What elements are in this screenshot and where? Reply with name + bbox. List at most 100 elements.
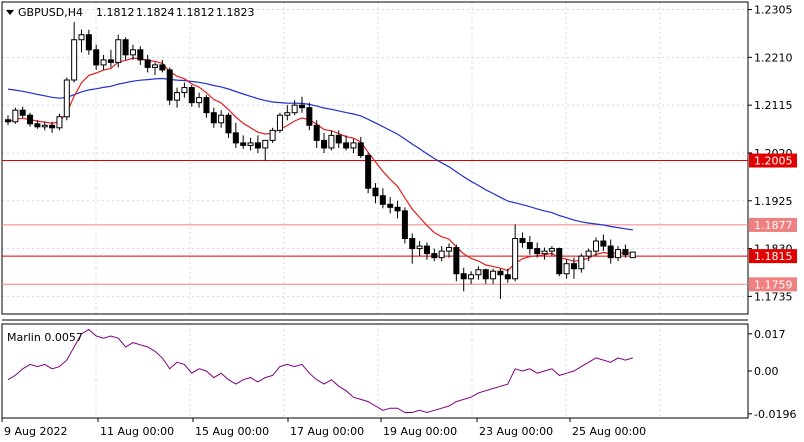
candle-body bbox=[578, 255, 585, 270]
level-lines bbox=[2, 160, 748, 285]
candle-body bbox=[357, 142, 364, 156]
candle-body bbox=[519, 238, 526, 244]
candle-body bbox=[541, 250, 548, 255]
candle-body bbox=[262, 139, 269, 149]
price-tick-label: 1.2115 bbox=[754, 99, 793, 112]
candle-body bbox=[438, 250, 445, 259]
candle-body bbox=[629, 251, 636, 259]
candle-body bbox=[593, 240, 599, 252]
candle-body bbox=[468, 274, 475, 280]
fast-ma-line bbox=[7, 57, 633, 272]
time-tick-label: 9 Aug 2022 bbox=[4, 425, 67, 438]
candle-body bbox=[269, 129, 276, 141]
candle-body bbox=[5, 119, 11, 123]
time-axis: 9 Aug 2022 11 Aug 00:00 15 Aug 00:00 17 Aug… bbox=[1, 418, 646, 438]
level-tag-label: 1.1815 bbox=[754, 250, 793, 263]
candle-body bbox=[232, 132, 239, 144]
candle-body bbox=[497, 270, 504, 276]
main-pane-frame bbox=[1, 1, 749, 315]
candle-body bbox=[328, 134, 335, 149]
candle-body bbox=[526, 242, 533, 250]
time-tick-label: 15 Aug 00:00 bbox=[195, 425, 269, 438]
header-low: 1.1812 bbox=[176, 6, 215, 19]
candle-body bbox=[490, 270, 497, 280]
candle-body bbox=[416, 245, 423, 250]
indicator-grid bbox=[95, 324, 661, 418]
level-tag-label: 1.2005 bbox=[754, 155, 793, 168]
candle-body bbox=[321, 139, 328, 149]
candle-body bbox=[63, 79, 70, 118]
candle-body bbox=[453, 247, 460, 275]
candle-body bbox=[181, 87, 188, 94]
candle-body bbox=[387, 203, 394, 208]
candle-body bbox=[460, 273, 467, 280]
candle-body bbox=[107, 59, 114, 63]
time-tick-label: 11 Aug 00:00 bbox=[100, 425, 174, 438]
chevron-down-icon[interactable] bbox=[6, 10, 14, 15]
price-tick-label: 1.2210 bbox=[754, 51, 793, 64]
candle-body bbox=[85, 34, 92, 51]
candle-body bbox=[284, 112, 291, 116]
candle-body bbox=[306, 107, 313, 126]
candle-body bbox=[600, 240, 607, 247]
level-tag-label: 1.1877 bbox=[754, 219, 793, 232]
candle-body bbox=[607, 245, 614, 259]
candle-body bbox=[379, 195, 386, 205]
candle-body bbox=[71, 39, 78, 81]
candle-body bbox=[313, 124, 320, 141]
level-tag bbox=[749, 277, 797, 292]
indicator-tick-label: -0.0196 bbox=[754, 408, 796, 421]
candle-body bbox=[548, 248, 555, 252]
candle-body bbox=[240, 142, 247, 146]
candle-body bbox=[129, 49, 136, 56]
moving-averages bbox=[7, 57, 633, 272]
header-symbol: GBPUSD,H4 bbox=[18, 6, 83, 19]
candles bbox=[5, 22, 636, 299]
candle-body bbox=[78, 34, 85, 41]
candle-body bbox=[12, 109, 19, 123]
candle-body bbox=[100, 59, 107, 66]
header-open: 1.1812 bbox=[96, 6, 135, 19]
candle-body bbox=[394, 206, 401, 212]
candle-body bbox=[210, 112, 217, 124]
candle-body bbox=[218, 114, 225, 124]
level-tag bbox=[749, 249, 797, 264]
candle-body bbox=[504, 274, 511, 280]
indicator-tick-label: 0.017 bbox=[754, 328, 786, 341]
candle-body bbox=[615, 249, 622, 259]
candle-body bbox=[563, 263, 570, 275]
candle-body bbox=[115, 39, 122, 63]
indicator-pane-frame bbox=[1, 323, 749, 419]
candle-body bbox=[622, 249, 629, 256]
candle-body bbox=[34, 123, 41, 128]
candle-body bbox=[122, 39, 129, 56]
header-close: 1.1823 bbox=[216, 6, 255, 19]
candle-body bbox=[159, 64, 166, 71]
candle-body bbox=[401, 210, 408, 240]
candle-body bbox=[41, 124, 48, 128]
candle-body bbox=[137, 49, 144, 61]
main-grid bbox=[2, 2, 748, 314]
candle-body bbox=[56, 116, 63, 129]
marlin-line bbox=[7, 328, 633, 414]
candle-body bbox=[446, 247, 452, 252]
indicator-label: Marlin 0.0057 bbox=[7, 331, 83, 344]
candle-body bbox=[27, 114, 34, 125]
candle-body bbox=[196, 97, 203, 104]
candle-body bbox=[276, 114, 283, 131]
candle-body bbox=[512, 238, 519, 280]
candle-body bbox=[409, 238, 416, 250]
candle-body bbox=[350, 142, 357, 149]
indicator-axis: 0.017 0.00 -0.0196 bbox=[748, 328, 796, 421]
candle-body bbox=[93, 49, 100, 66]
indicator-line bbox=[7, 328, 633, 414]
candle-body bbox=[534, 248, 541, 255]
candle-body bbox=[203, 97, 210, 114]
candle-body bbox=[174, 92, 181, 101]
candle-body bbox=[166, 69, 173, 101]
candle-body bbox=[144, 59, 151, 68]
candle-body bbox=[585, 250, 592, 257]
candle-body bbox=[343, 142, 350, 149]
time-tick-label: 23 Aug 00:00 bbox=[479, 425, 553, 438]
